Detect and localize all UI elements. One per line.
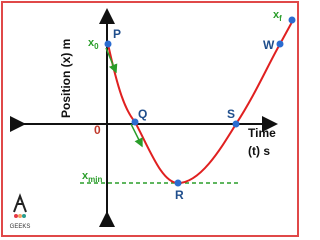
point-r xyxy=(174,179,182,187)
logo: GEEKS xyxy=(10,193,31,230)
label-xmin: xmin xyxy=(82,170,102,184)
point-w xyxy=(276,40,284,48)
label-xf: xf xyxy=(273,9,282,23)
x-axis-label: Time xyxy=(248,126,276,140)
point-s xyxy=(232,120,240,128)
diagram: Position (x) m Time (t) s 0 P Q R S W x0… xyxy=(1,1,299,237)
tangent-q xyxy=(130,123,143,148)
point-p xyxy=(104,40,112,48)
label-s: S xyxy=(227,107,235,121)
label-w: W xyxy=(263,38,275,52)
tangent-p xyxy=(105,47,118,74)
logo-text: GEEKS xyxy=(10,224,31,230)
label-p: P xyxy=(113,27,121,41)
point-q xyxy=(131,118,139,126)
origin-label: 0 xyxy=(94,123,101,137)
label-x0: x0 xyxy=(88,37,99,51)
x-axis-label: (t) s xyxy=(248,144,270,158)
label-q: Q xyxy=(138,107,147,121)
point-xf xyxy=(288,16,296,24)
y-axis-label: Position (x) m xyxy=(59,39,73,118)
points xyxy=(104,16,296,187)
frame xyxy=(1,1,299,237)
label-r: R xyxy=(175,188,184,202)
